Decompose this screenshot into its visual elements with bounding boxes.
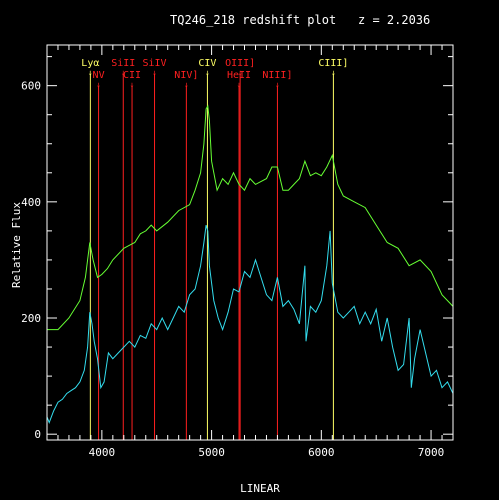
emission-line-arrow-10: ↓ (331, 68, 336, 77)
emission-line-label-10: CIII] (318, 58, 348, 69)
emission-line-arrow-3: ↓ (130, 80, 135, 89)
emission-line-label-2: SiII (111, 58, 135, 69)
emission-line-arrow-6: ↓ (205, 68, 210, 77)
series-line-1 (46, 224, 454, 425)
emission-line-label-0: Lyα (81, 58, 99, 69)
emission-line-label-5: NIV] (174, 70, 198, 81)
y-tick-label-0: 0 (34, 428, 41, 441)
emission-line-arrow-1: ↓ (96, 80, 101, 89)
emission-line-label-1: NV (93, 70, 105, 81)
x-axis-label: LINEAR (240, 482, 280, 495)
x-tick-label-3: 7000 (418, 446, 445, 459)
emission-line-arrow-0: ↓ (88, 68, 93, 77)
axes-frame (46, 44, 454, 441)
y-tick-label-2: 400 (21, 196, 41, 209)
emission-line-arrow-8: ↓ (237, 80, 242, 89)
emission-line-arrow-9: ↓ (275, 80, 280, 89)
x-tick-label-2: 6000 (308, 446, 335, 459)
emission-line-label-3: CII (123, 70, 141, 81)
y-tick-label-1: 200 (21, 312, 41, 325)
x-tick-label-1: 5000 (198, 446, 225, 459)
emission-line-arrow-4: ↓ (152, 68, 157, 77)
y-tick-label-3: 600 (21, 80, 41, 93)
emission-line-label-4: SiIV (142, 58, 166, 69)
chart-title: TQ246_218 redshift plot (170, 13, 336, 27)
emission-line-arrow-7: ↓ (238, 68, 243, 77)
redshift-label: z = 2.2036 (358, 13, 430, 27)
emission-line-arrow-2: ↓ (121, 68, 126, 77)
emission-line-label-8: HeII (227, 70, 251, 81)
series-line-0 (47, 104, 454, 331)
emission-line-label-6: CIV (198, 58, 216, 69)
plot-area: Lyα↓ NV↓SiII↓CII↓SiIV↓ NIV]↓CIV↓OIII]↓HeII… (21, 44, 454, 459)
y-axis-label: Relative Flux (10, 202, 23, 288)
emission-line-label-7: OIII] (225, 58, 255, 69)
emission-line-arrow-5: ↓ (184, 80, 189, 89)
emission-line-label-9: NIII] (262, 70, 292, 81)
x-tick-label-0: 4000 (89, 446, 116, 459)
